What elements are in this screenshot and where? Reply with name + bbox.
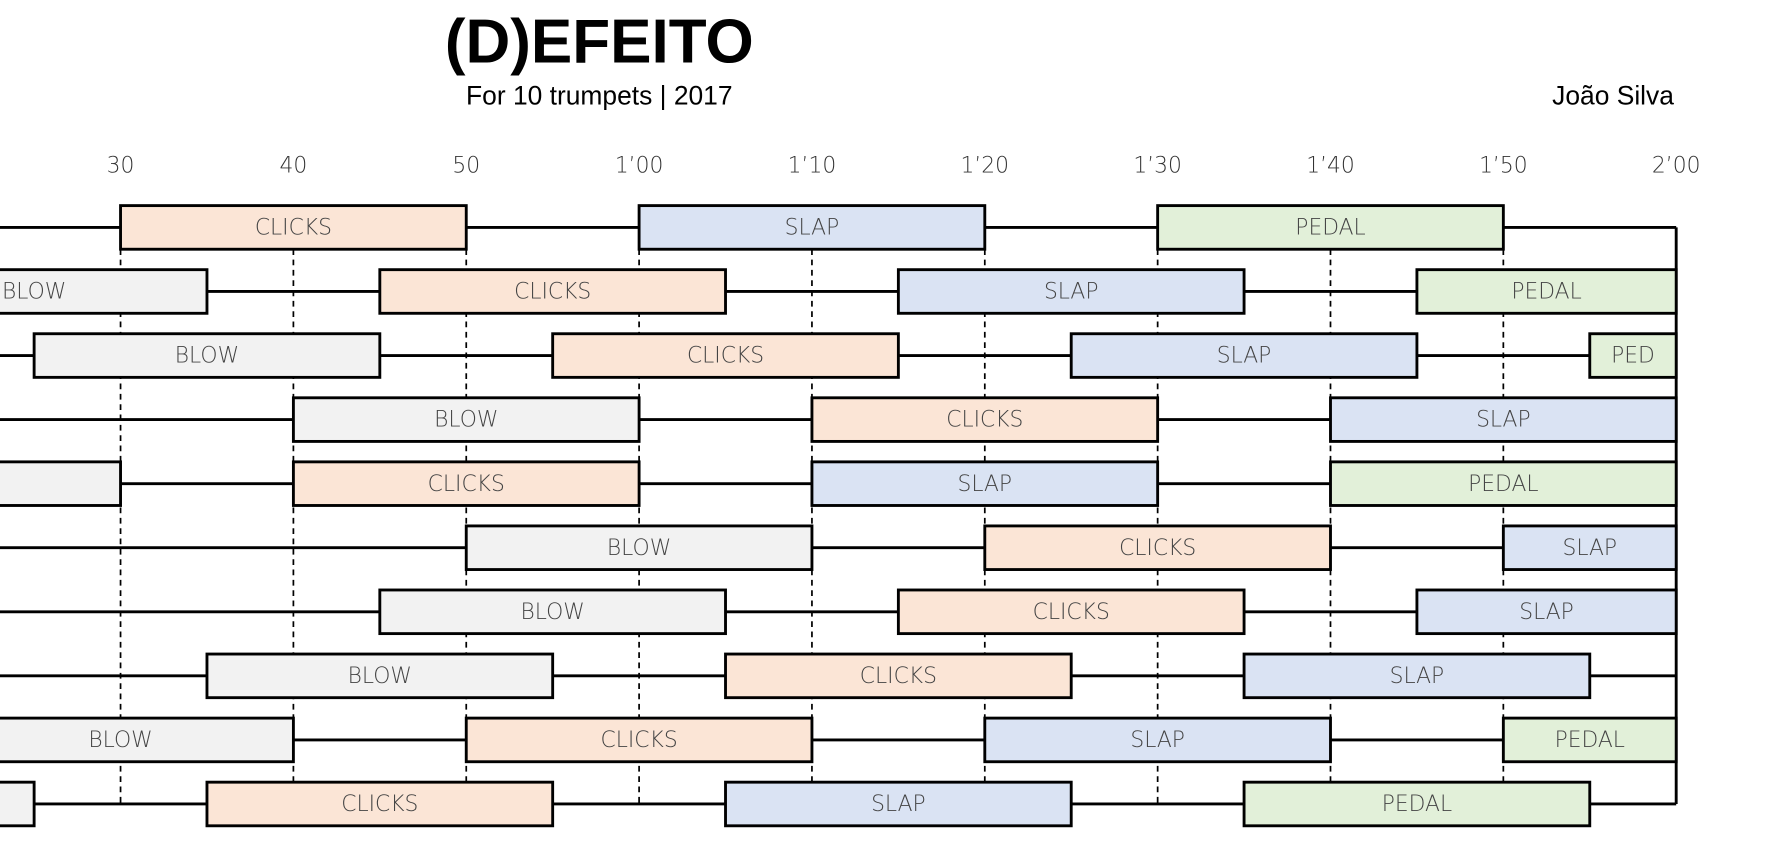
box-label: SLAP — [1217, 344, 1272, 369]
box-label: CLICKS — [514, 280, 591, 305]
effect-box — [1588, 332, 1678, 379]
box-label: BLOW — [88, 728, 152, 753]
effect-box — [1415, 588, 1678, 636]
effect-box — [724, 780, 1073, 828]
box-label: CLICKS — [255, 216, 332, 241]
effect-box — [32, 332, 382, 379]
box-label: SLAP — [871, 792, 926, 817]
ticks: 30 40 50 1’00 1’10 1’20 1’30 1’40 1’50 2’00 — [107, 154, 1701, 179]
tick-label: 1’00 — [615, 154, 664, 179]
effect-box — [637, 204, 987, 251]
title: (D)EFEITO — [445, 7, 754, 76]
effect-box — [205, 780, 555, 828]
box-label: CLICKS — [341, 792, 418, 817]
effect-box — [0, 780, 36, 828]
effect-box — [896, 588, 1246, 636]
tick-label: 1’10 — [788, 154, 837, 179]
effect-box — [464, 524, 814, 571]
effect-box — [119, 204, 468, 251]
tick-label: 30 — [107, 154, 135, 179]
effect-box — [0, 716, 295, 764]
tick-label: 2’00 — [1652, 154, 1701, 179]
effect-box — [464, 716, 814, 764]
box-label: PEDAL — [1555, 728, 1625, 753]
box-label: BLOW — [175, 344, 239, 369]
box-label: PEDAL — [1511, 280, 1581, 305]
tick-label: 1’20 — [961, 154, 1010, 179]
box-label: SLAP — [1044, 280, 1099, 305]
effect-box — [205, 652, 555, 700]
tick-label: 1’30 — [1133, 154, 1182, 179]
box-label: BLOW — [434, 408, 498, 433]
box-label: SLAP — [1519, 600, 1574, 625]
effect-box — [1242, 780, 1592, 828]
effect-box — [724, 652, 1073, 700]
effect-box — [378, 588, 727, 636]
box-label: PEDAL — [1382, 792, 1452, 817]
box-label: PEDAL — [1468, 472, 1538, 497]
effect-box — [1156, 204, 1505, 251]
composer: João Silva — [1552, 81, 1674, 111]
box-label: BLOW — [607, 536, 671, 561]
effect-box — [983, 716, 1332, 764]
subtitle: For 10 trumpets | 2017 — [466, 81, 733, 111]
rows: CLICKS SLAP PEDAL BLOW CLICKS SLAP PEDAL BLOW CL… — [0, 204, 1678, 828]
effect-box — [0, 460, 122, 507]
box-label: SLAP — [1476, 408, 1531, 433]
effect-box — [291, 460, 641, 507]
tick-label: 1’50 — [1479, 154, 1528, 179]
effect-box — [1242, 652, 1592, 700]
box-label: PEDAL — [1295, 216, 1365, 241]
box-label: CLICKS — [1033, 600, 1110, 625]
box-label: CLICKS — [428, 472, 505, 497]
box-label: SLAP — [1390, 664, 1445, 689]
effect-box — [1501, 524, 1678, 571]
effect-box — [983, 524, 1332, 571]
effect-box — [1501, 716, 1678, 764]
effect-box — [1415, 268, 1678, 315]
box-label: BLOW — [348, 664, 412, 689]
effect-box — [551, 332, 900, 379]
box-label: CLICKS — [687, 344, 764, 369]
effect-box — [810, 396, 1160, 443]
effect-box — [1069, 332, 1419, 379]
effect-box — [0, 268, 209, 315]
tick-label: 40 — [280, 154, 308, 179]
box-label: CLICKS — [860, 664, 937, 689]
box-label: SLAP — [785, 216, 840, 241]
tick-label: 1’40 — [1306, 154, 1355, 179]
box-label: SLAP — [1562, 536, 1617, 561]
box-label: CLICKS — [946, 408, 1023, 433]
box-label: CLICKS — [1119, 536, 1196, 561]
grid — [119, 227, 1678, 804]
box-label: SLAP — [958, 472, 1013, 497]
effect-box — [1329, 460, 1678, 507]
box-label: CLICKS — [601, 728, 678, 753]
box-label: BLOW — [2, 280, 66, 305]
box-label: PED — [1611, 344, 1655, 369]
box-label: BLOW — [520, 600, 584, 625]
effect-box — [896, 268, 1246, 315]
tick-label: 50 — [452, 154, 480, 179]
effect-box — [810, 460, 1160, 507]
box-label: SLAP — [1130, 728, 1185, 753]
effect-box — [1329, 396, 1678, 443]
effect-box — [291, 396, 641, 443]
effect-box — [378, 268, 727, 315]
